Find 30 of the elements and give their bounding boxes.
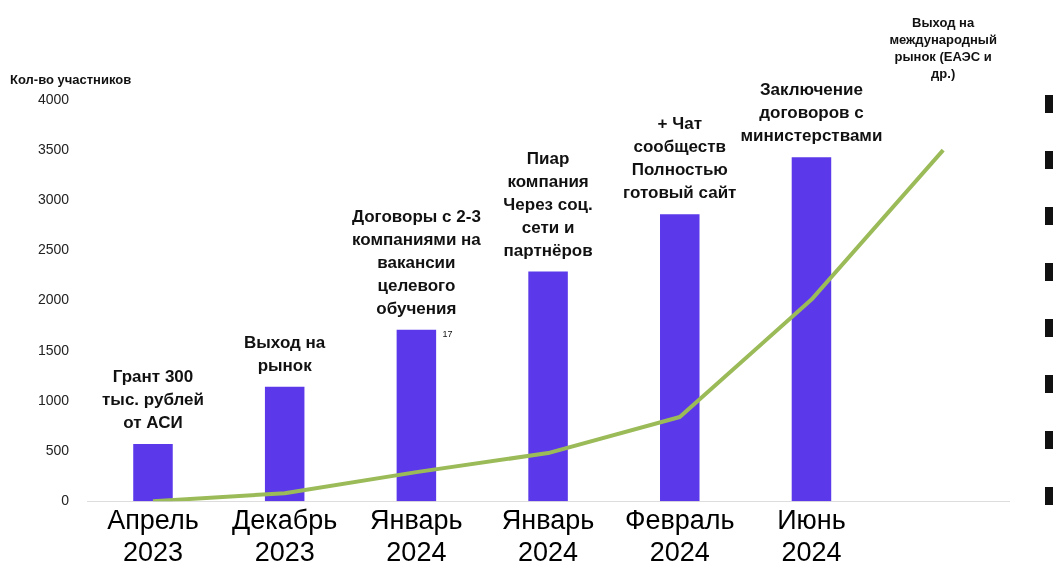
- y-tick-label: 4000: [37, 90, 70, 107]
- annotation: Грант 300 тыс. рублей от АСИ: [102, 367, 204, 433]
- y-tick-label: 1500: [37, 341, 70, 358]
- y-tick-label: 2500: [37, 241, 70, 258]
- annotation: + Чат сообществ Полностью готовый сайт: [623, 114, 737, 203]
- y-axis-title: Кол-во участников: [10, 72, 132, 87]
- x-tick-label: Январь 2024: [370, 504, 463, 568]
- annotation: Заключение договоров с министерствами: [740, 80, 883, 146]
- text: Выход на международный рынок (ЕАЭС и др.): [889, 15, 997, 81]
- y-tick-label: 2000: [37, 291, 70, 308]
- y-tick-label: 3500: [37, 141, 70, 158]
- x-tick-label: Апрель 2023: [107, 504, 199, 568]
- x-tick-label: Февраль 2024: [624, 504, 735, 568]
- bar: [396, 329, 437, 502]
- x-tick-label: Январь 2024: [501, 504, 595, 568]
- bar: [133, 444, 173, 502]
- y-tick-label: 500: [45, 441, 70, 458]
- bar: [264, 386, 305, 502]
- y-tick-label: 1000: [37, 391, 70, 408]
- y-tick-label: 0: [61, 492, 70, 509]
- bar: [528, 271, 568, 502]
- annotation: Выход на рынок: [244, 332, 326, 375]
- annotation: 17: [442, 328, 453, 339]
- annotation: Пиар компания Через соц. сети и партнёров: [503, 148, 593, 260]
- y-tick-label: 3000: [37, 191, 70, 208]
- bar: [660, 214, 700, 502]
- x-tick-label: Декабрь 2023: [232, 504, 338, 568]
- bar: [791, 157, 832, 502]
- x-tick-label: Июнь 2024: [777, 504, 846, 568]
- annotation: Договоры с 2-3 компаниями на вакансии целевого обучения: [351, 206, 482, 318]
